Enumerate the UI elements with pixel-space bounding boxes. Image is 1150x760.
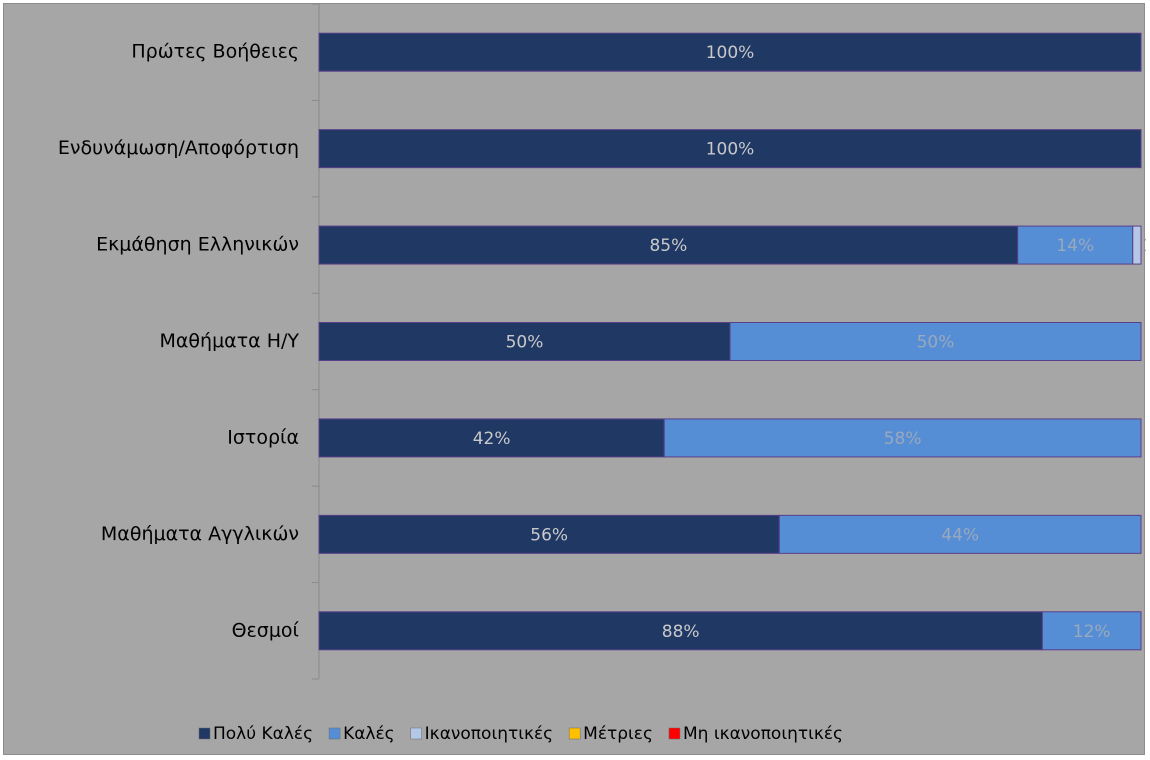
stacked-bar-chart: Πρώτες Βοήθειες 100% Ενδυνάμωση/Αποφόρτιση…	[58, 3, 1150, 744]
legend-label: Ικανοποιητικές	[425, 724, 553, 744]
data-label: 100%	[706, 43, 755, 63]
data-label: 100%	[706, 140, 755, 160]
legend-label: Πολύ Καλές	[213, 724, 313, 744]
bar-segment	[1041, 611, 1142, 651]
bar-segment	[318, 225, 1019, 265]
bar-segment	[318, 322, 731, 361]
legend-swatch	[328, 727, 341, 740]
category-label: Πρώτες Βοήθειες	[131, 41, 299, 63]
data-label: 88%	[662, 622, 700, 642]
legend-label: Μη ικανοποιητικές	[683, 724, 843, 744]
bar-segment	[318, 32, 1142, 72]
data-label: 85%	[649, 236, 687, 256]
data-label: 50%	[917, 333, 955, 353]
bar-segment	[729, 322, 1142, 361]
bar-segment	[318, 611, 1043, 651]
data-label: 1%	[1143, 236, 1146, 256]
legend-label: Μέτριες	[583, 724, 653, 744]
legend-swatch	[568, 727, 581, 740]
category-label: Μαθήματα Αγγλικών	[101, 523, 299, 545]
data-label: 56%	[530, 525, 568, 545]
bar-segment	[778, 514, 1142, 554]
category-label: Θεσμοί	[232, 619, 300, 641]
bar-segment	[1132, 225, 1142, 265]
data-label: 14%	[1056, 236, 1094, 256]
data-label: 58%	[884, 429, 922, 449]
bar-segment	[318, 514, 780, 554]
legend-swatch	[198, 727, 211, 740]
legend-label: Καλές	[343, 724, 395, 744]
legend-swatch	[668, 727, 681, 740]
category-label: Εκμάθηση Ελληνικών	[96, 234, 299, 256]
category-label: Ενδυνάμωση/Αποφόρτιση	[58, 137, 299, 159]
data-label: 44%	[941, 525, 979, 545]
chart-area: Πρώτες Βοήθειες 100% Ενδυνάμωση/Αποφόρτιση…	[3, 3, 1150, 755]
legend-swatch	[410, 727, 422, 740]
bar-segment	[1017, 225, 1134, 265]
bar-segment	[318, 418, 665, 458]
data-label: 12%	[1073, 622, 1111, 642]
data-label: 50%	[506, 333, 544, 353]
category-label: Μαθήματα Η/Υ	[160, 330, 300, 352]
bar-segment	[318, 129, 1142, 169]
data-label: 42%	[473, 429, 511, 449]
category-label: Ιστορία	[227, 426, 299, 448]
bar-segment	[663, 418, 1142, 458]
